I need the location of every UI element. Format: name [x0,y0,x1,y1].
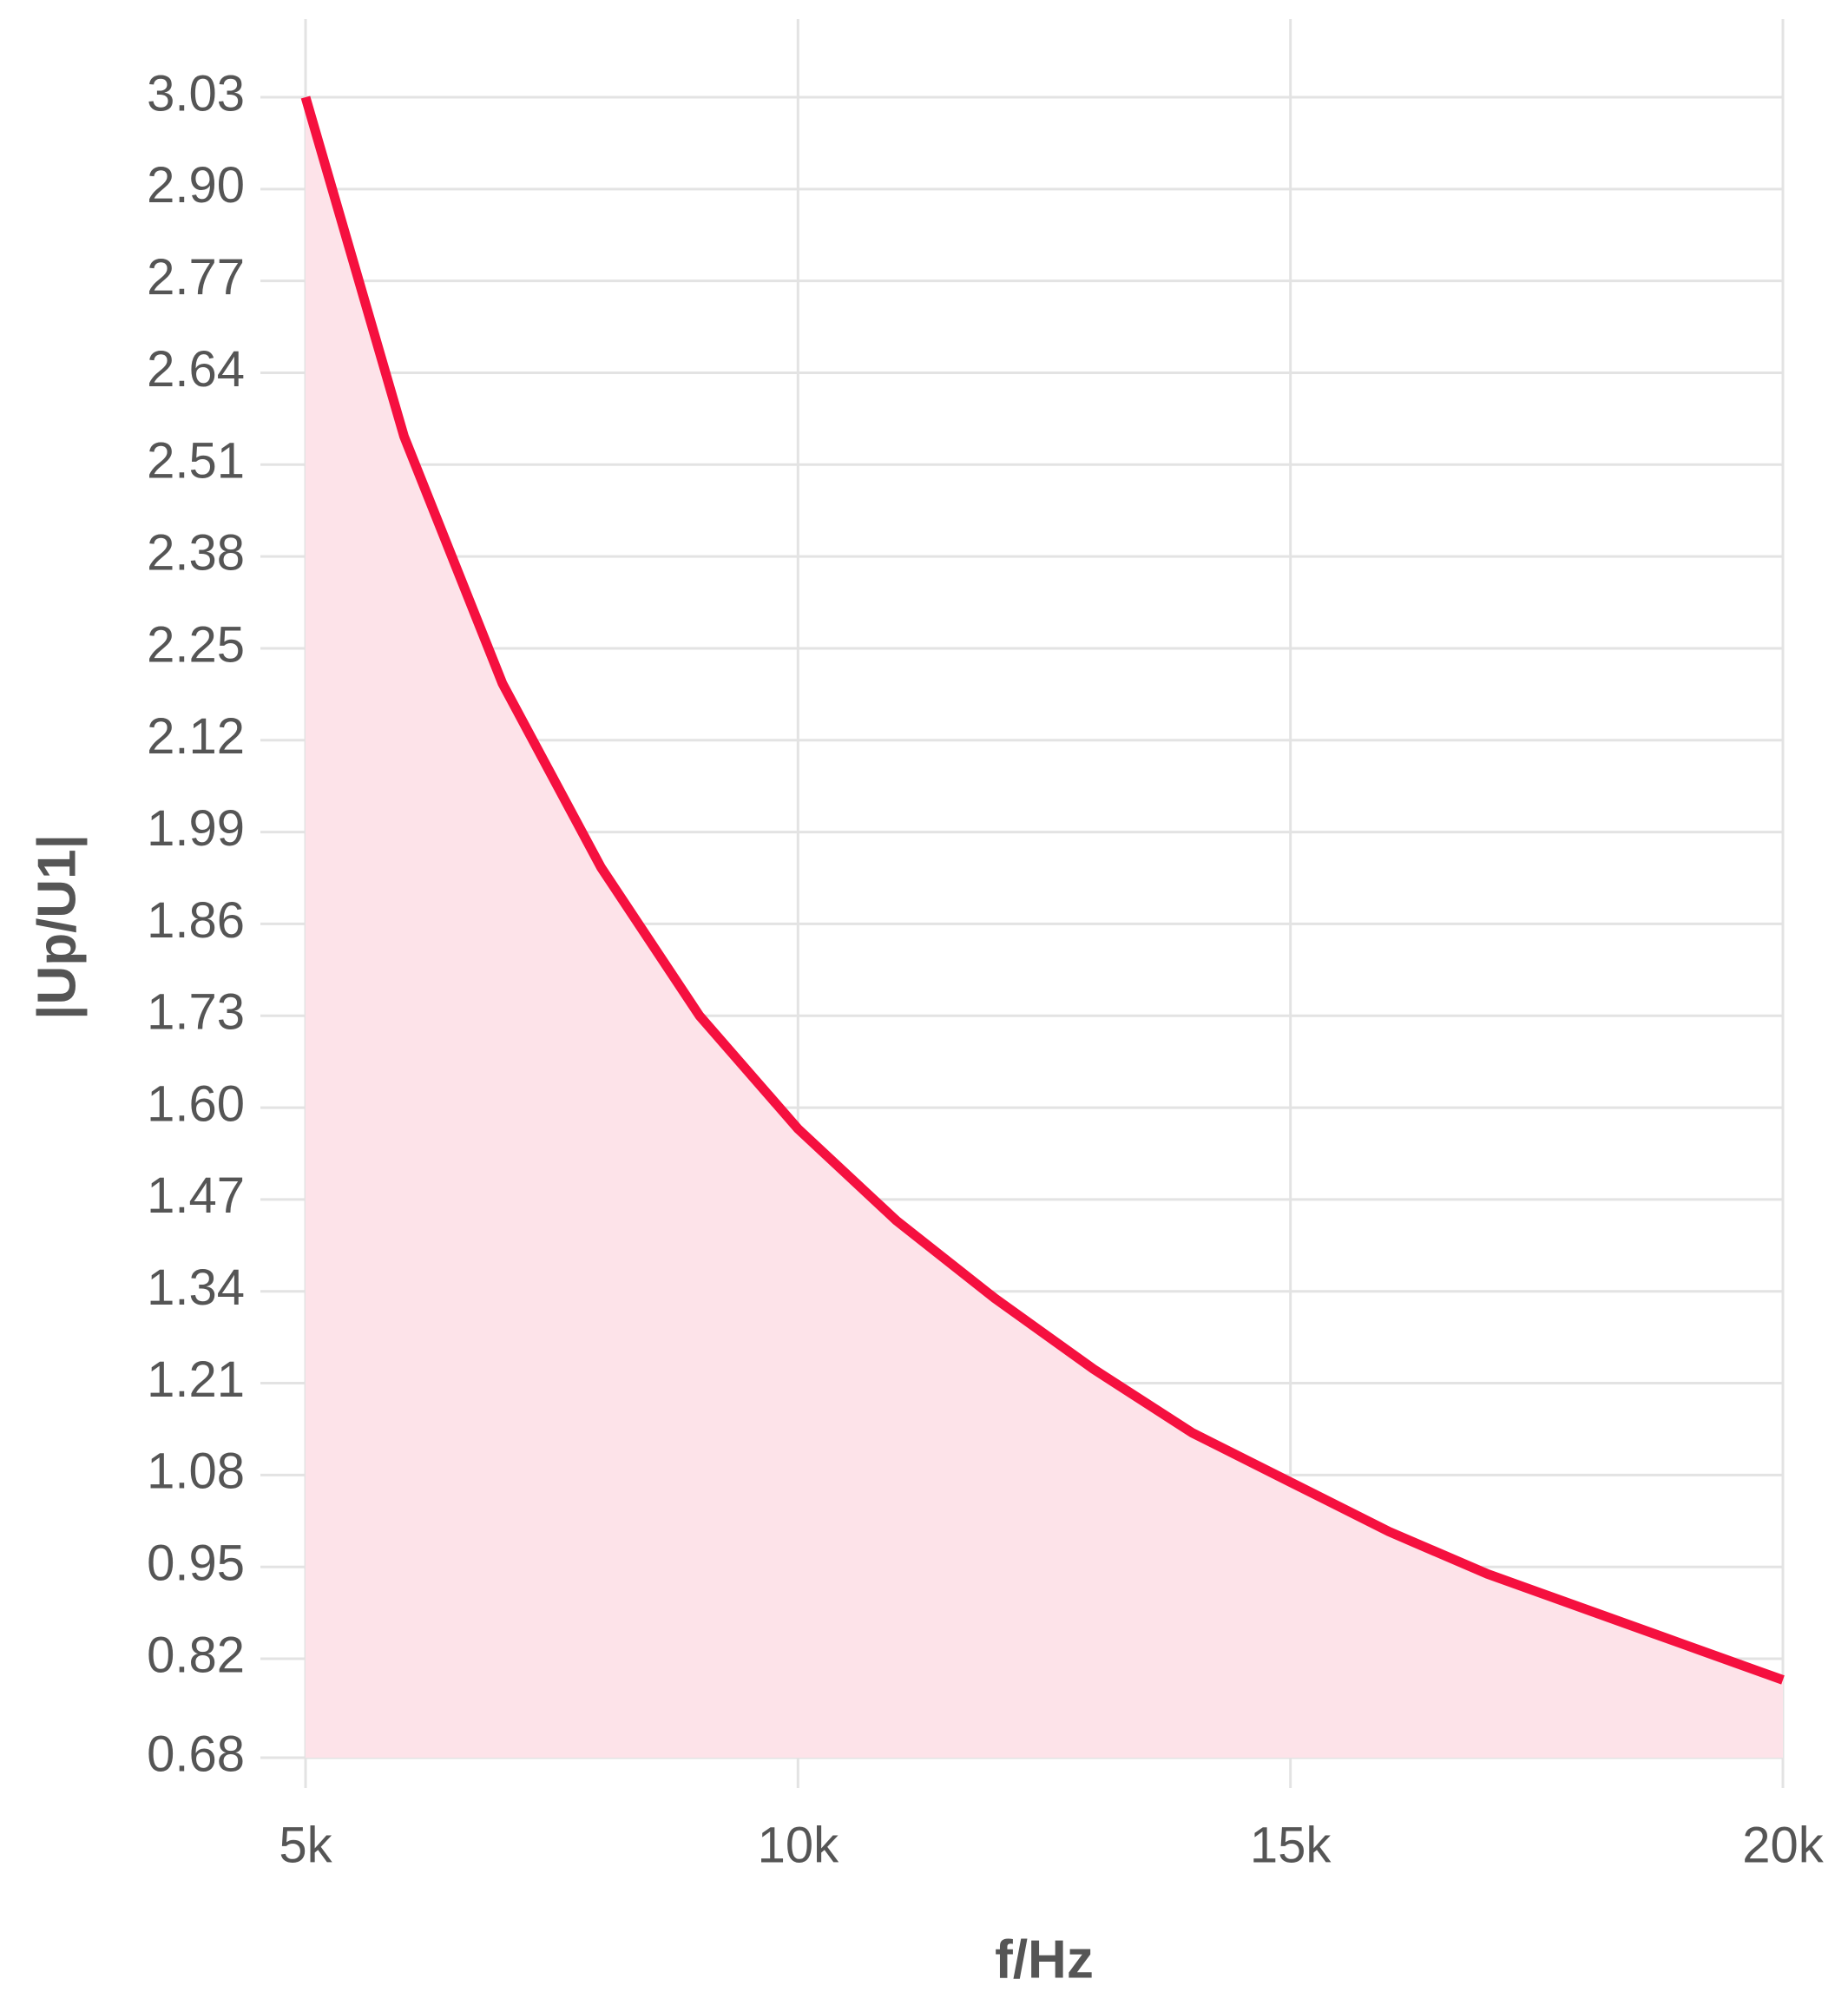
y-tick-label: 1.60 [147,1075,245,1132]
x-tick-label: 20k [1742,1817,1825,1873]
y-tick-label: 3.03 [147,65,245,122]
y-tick-label: 2.51 [147,433,245,490]
y-tick-label: 2.77 [147,249,245,306]
line [300,95,1785,1685]
y-tick-label: 2.38 [147,524,245,581]
y-tick-label: 0.95 [147,1535,245,1592]
x-tick-label: 15k [1250,1817,1332,1873]
x-axis-title: f/Hz [995,1930,1094,1989]
y-tick-label: 2.90 [147,157,245,214]
y-tick-label: 1.34 [147,1259,245,1316]
y-tick-label: 1.99 [147,800,245,857]
y-tick-label: 1.86 [147,892,245,949]
y-tick-label: 1.47 [147,1167,245,1224]
y-tick-label: 2.64 [147,341,245,398]
area-fill [306,97,1783,1758]
x-tick-label: 10k [758,1817,840,1873]
y-tick-label: 0.82 [147,1627,245,1683]
y-tick-label: 2.12 [147,708,245,765]
x-tick-label: 5k [279,1817,332,1873]
y-axis-title: |Up/U1| [27,834,88,1020]
y-tick-label: 1.73 [147,984,245,1041]
y-tick-label: 2.25 [147,616,245,673]
y-tick-label: 0.68 [147,1726,245,1782]
y-tick-label: 1.08 [147,1443,245,1500]
y-tick-label: 1.21 [147,1351,245,1408]
